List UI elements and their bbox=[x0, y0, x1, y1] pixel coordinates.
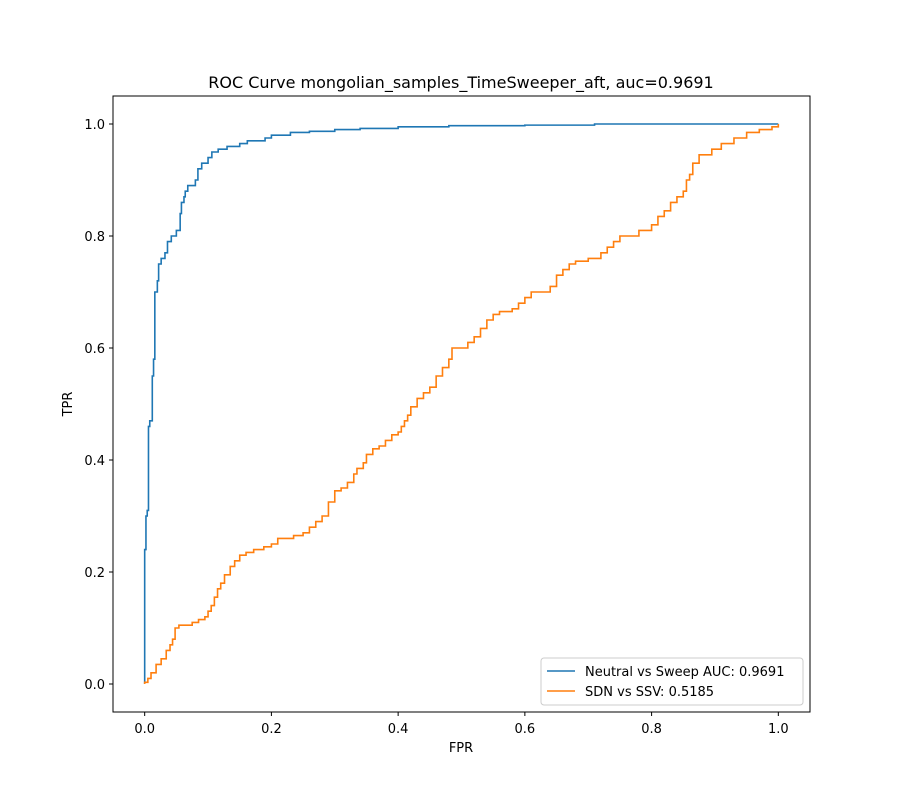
y-tick-label: 0.2 bbox=[84, 566, 105, 581]
chart-title: ROC Curve mongolian_samples_TimeSweeper_… bbox=[208, 73, 713, 93]
y-tick-label: 0.0 bbox=[84, 678, 105, 693]
x-axis-label: FPR bbox=[449, 741, 473, 756]
x-tick-label: 0.6 bbox=[515, 722, 536, 737]
y-tick-label: 0.6 bbox=[84, 342, 105, 357]
x-tick-label: 1.0 bbox=[768, 722, 789, 737]
y-tick-label: 1.0 bbox=[84, 118, 105, 133]
x-tick-label: 0.8 bbox=[641, 722, 662, 737]
legend-label: SDN vs SSV: 0.5185 bbox=[585, 685, 714, 700]
series-layer bbox=[143, 123, 780, 684]
axes-background bbox=[113, 96, 810, 712]
x-tick-label: 0.2 bbox=[261, 722, 282, 737]
legend: Neutral vs Sweep AUC: 0.9691 SDN vs SSV: … bbox=[540, 657, 804, 706]
legend-frame bbox=[540, 657, 804, 706]
y-axis-label: TPR bbox=[61, 392, 76, 418]
x-axis-ticks: 0.0 0.2 0.4 0.6 0.8 1.0 bbox=[134, 712, 789, 737]
series-line-sdn-vs-ssv bbox=[143, 124, 780, 684]
axes-frame bbox=[112, 95, 811, 713]
legend-label: Neutral vs Sweep AUC: 0.9691 bbox=[585, 665, 784, 680]
y-tick-label: 0.8 bbox=[84, 230, 105, 245]
y-tick-label: 0.4 bbox=[84, 454, 105, 469]
plot-area bbox=[112, 95, 811, 713]
x-tick-label: 0.4 bbox=[388, 722, 409, 737]
series-line-neutral-vs-sweep bbox=[143, 123, 779, 684]
y-axis-ticks: 0.0 0.2 0.4 0.6 0.8 1.0 bbox=[84, 118, 113, 693]
x-tick-label: 0.0 bbox=[134, 722, 155, 737]
